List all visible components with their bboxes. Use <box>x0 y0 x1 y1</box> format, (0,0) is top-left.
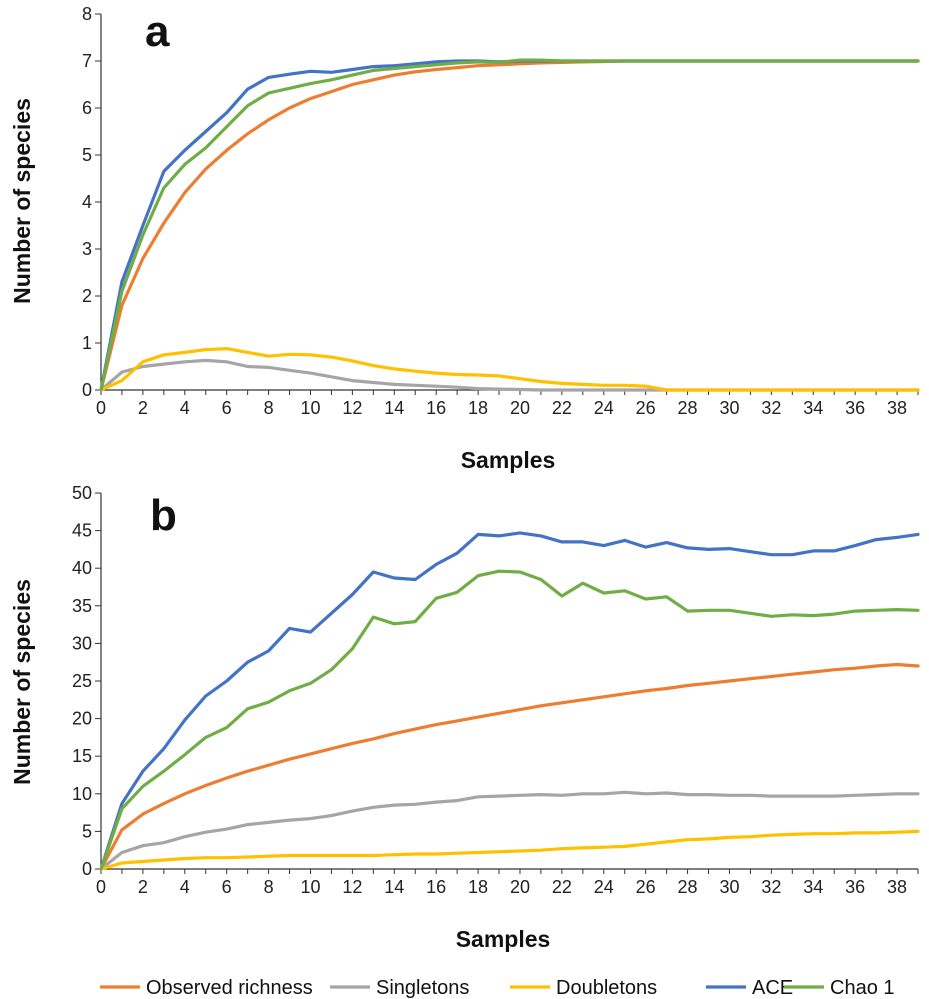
panel-a-x-tick-label: 38 <box>887 398 907 418</box>
panel-b-series-chao-1 <box>99 569 920 871</box>
panel-b-x-axis-title: Samples <box>456 926 551 952</box>
legend-label: Doubletons <box>556 977 657 999</box>
legend-label: ACE <box>752 977 793 999</box>
panel-a-series-singletons <box>99 358 920 392</box>
panel-b-x-tick-label: 6 <box>222 877 232 897</box>
panel-a-x-tick-label: 18 <box>468 398 488 418</box>
legend-item-observed-richness: Observed richness <box>100 977 313 999</box>
panel-a-y-tick-label: 5 <box>82 145 92 165</box>
panel-b-series-observed-richness <box>99 662 920 871</box>
panel-b-x-tick-label: 20 <box>510 877 530 897</box>
panel-a-y-tick-label: 0 <box>82 380 92 400</box>
panel-b-x-tick-label: 30 <box>719 877 739 897</box>
panel-b-x-tick-label: 0 <box>96 877 106 897</box>
legend: Observed richness Singletons Doubletons ACE… <box>100 977 895 999</box>
panel-b-series-ace <box>99 531 920 871</box>
panel-a-y-tick-label: 4 <box>82 192 92 212</box>
panel-b-letter: b <box>150 491 177 540</box>
panel-b-x-tick-label: 12 <box>342 877 362 897</box>
panel-b-x-tick-label: 22 <box>552 877 572 897</box>
panel-b-x-tick-label: 4 <box>180 877 190 897</box>
legend-label: Chao 1 <box>830 977 895 999</box>
panel-a-x-tick-label: 14 <box>384 398 404 418</box>
panel-a-x-tick-label: 32 <box>761 398 781 418</box>
panel-a-y-tick-label: 3 <box>82 239 92 259</box>
panel-a-x-axis-title: Samples <box>461 447 556 473</box>
legend-label: Singletons <box>376 977 469 999</box>
panel-a-series-ace <box>99 59 920 392</box>
panel-a-x-tick-label: 28 <box>678 398 698 418</box>
panel-a-y-axis-title: Number of species <box>9 98 35 304</box>
panel-b-y-tick-label: 0 <box>82 859 92 879</box>
panel-b-x-tick-label: 2 <box>138 877 148 897</box>
panel-b-x-tick-label: 38 <box>887 877 907 897</box>
panel-a-x-tick-label: 26 <box>636 398 656 418</box>
panel-a-letter: a <box>145 7 170 56</box>
panel-b-y-tick-label: 40 <box>72 558 92 578</box>
panel-b-chart: b Number of species Samples 051015202530… <box>9 483 920 952</box>
panel-a-y-tick-label: 2 <box>82 286 92 306</box>
panel-a-series-doubletons <box>99 347 920 392</box>
panel-b-x-tick-label: 10 <box>300 877 320 897</box>
panel-a-y-tick-label: 6 <box>82 98 92 118</box>
panel-a-y-tick-label: 1 <box>82 333 92 353</box>
panel-a-x-tick-label: 8 <box>264 398 274 418</box>
panel-b-x-tick-label: 34 <box>803 877 823 897</box>
legend-item-singletons: Singletons <box>330 977 469 999</box>
panel-b-y-tick-label: 5 <box>82 821 92 841</box>
panel-b-x-tick-label: 16 <box>426 877 446 897</box>
panel-b-x-tick-label: 32 <box>761 877 781 897</box>
panel-b-x-tick-label: 24 <box>594 877 614 897</box>
legend-label: Observed richness <box>146 977 313 999</box>
panel-b-y-tick-label: 20 <box>72 709 92 729</box>
panel-b-series-singletons <box>99 790 920 871</box>
panel-a-x-tick-label: 30 <box>719 398 739 418</box>
panel-a-x-tick-label: 24 <box>594 398 614 418</box>
panel-b-y-axis-title: Number of species <box>9 579 35 785</box>
panel-b-y-tick-label: 45 <box>72 521 92 541</box>
panel-b-x-tick-label: 18 <box>468 877 488 897</box>
panel-a-x-tick-label: 6 <box>222 398 232 418</box>
panel-b-x-tick-label: 14 <box>384 877 404 897</box>
panel-b-x-tick-label: 8 <box>264 877 274 897</box>
legend-item-chao-1: Chao 1 <box>784 977 895 999</box>
panel-a-x-tick-label: 2 <box>138 398 148 418</box>
panel-b-series-doubletons <box>99 829 920 871</box>
panel-b-y-tick-label: 10 <box>72 784 92 804</box>
panel-b-y-tick-label: 25 <box>72 671 92 691</box>
panel-b-y-tick-label: 30 <box>72 633 92 653</box>
panel-b-x-tick-label: 36 <box>845 877 865 897</box>
panel-a-series-observed-richness <box>99 59 920 392</box>
panel-a-x-tick-label: 10 <box>300 398 320 418</box>
panel-a-x-tick-label: 4 <box>180 398 190 418</box>
panel-b-x-tick-label: 26 <box>636 877 656 897</box>
panel-a-y-tick-label: 7 <box>82 51 92 71</box>
panel-a-x-tick-label: 34 <box>803 398 823 418</box>
panel-a-x-tick-label: 36 <box>845 398 865 418</box>
panel-b-y-tick-label: 50 <box>72 483 92 503</box>
panel-b-x-tick-label: 28 <box>678 877 698 897</box>
panel-a-x-tick-label: 0 <box>96 398 106 418</box>
panel-b-y-tick-label: 15 <box>72 746 92 766</box>
panel-a-y-tick-label: 8 <box>82 4 92 24</box>
panel-b-y-tick-label: 35 <box>72 596 92 616</box>
panel-a-x-tick-label: 16 <box>426 398 446 418</box>
panel-a-x-tick-label: 20 <box>510 398 530 418</box>
legend-item-doubletons: Doubletons <box>510 977 657 999</box>
panel-a-x-tick-label: 22 <box>552 398 572 418</box>
panel-a-x-tick-label: 12 <box>342 398 362 418</box>
legend-item-ace: ACE <box>706 977 793 999</box>
panel-a-series-chao-1 <box>99 58 920 392</box>
